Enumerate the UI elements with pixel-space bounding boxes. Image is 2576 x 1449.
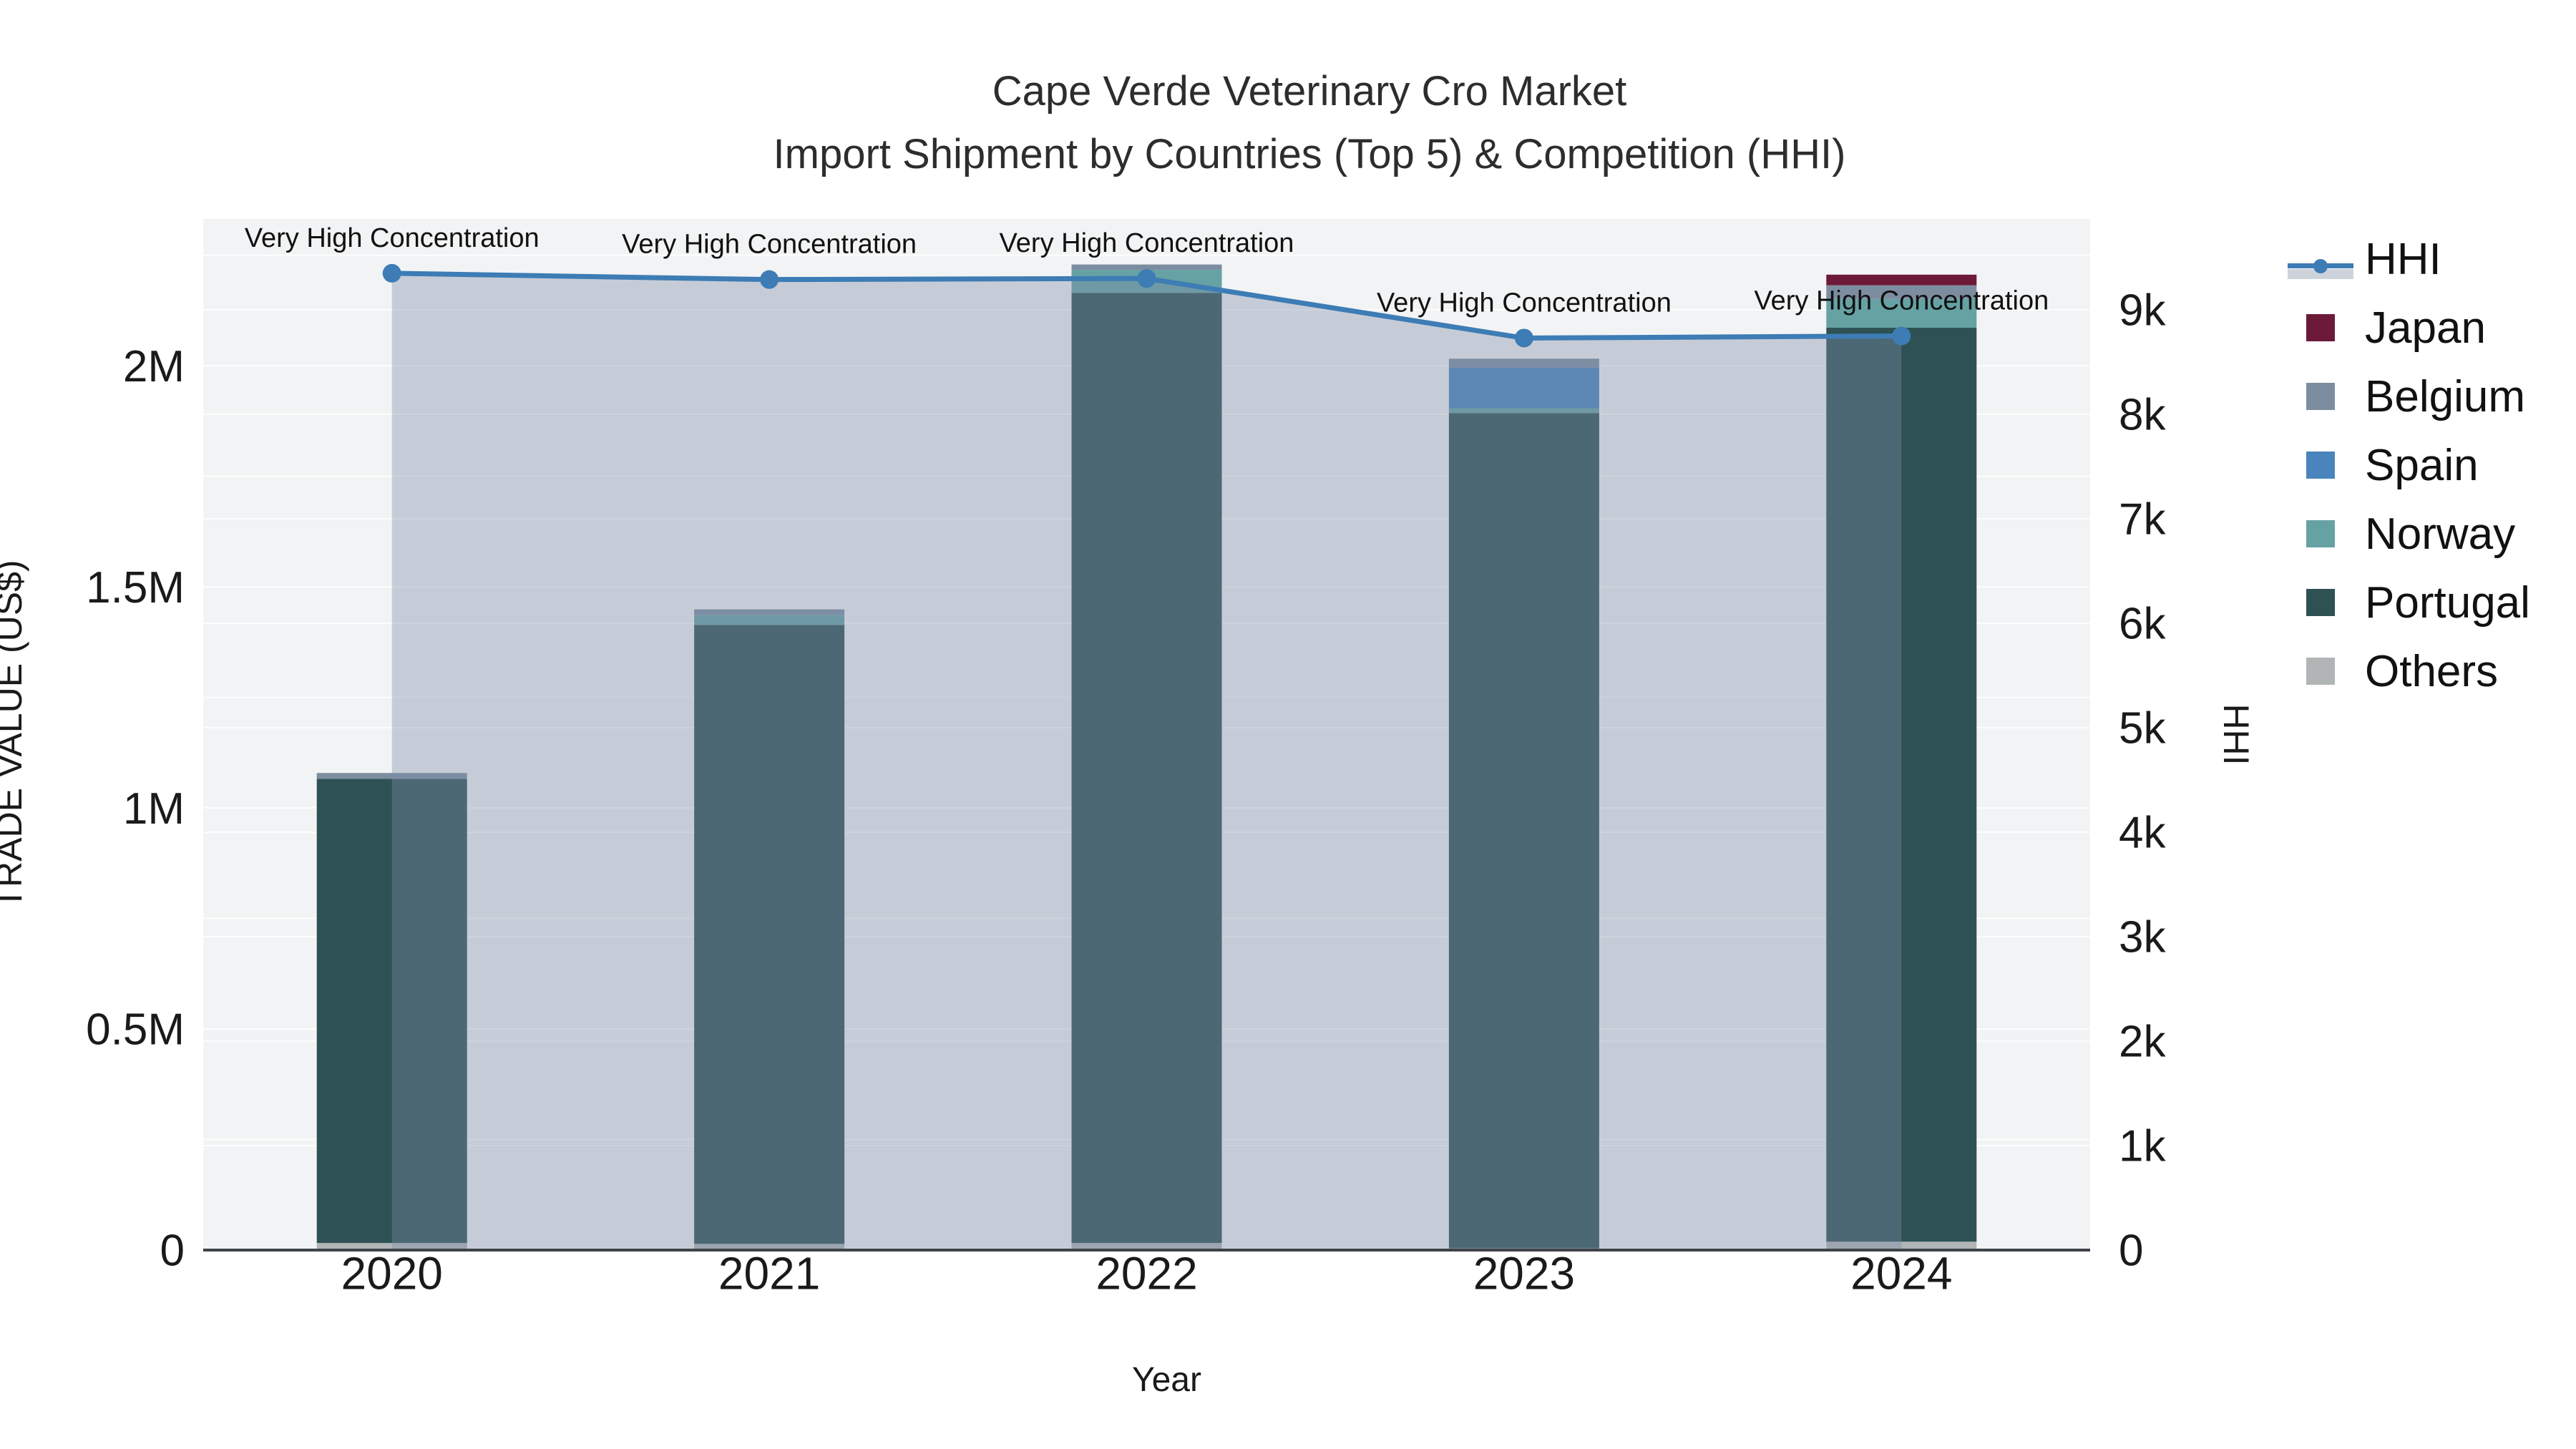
legend-label-others: Others — [2365, 646, 2499, 696]
hhi-marker-2022[interactable] — [1137, 269, 1156, 288]
y-left-axis-title: TRADE VALUE (US$) — [0, 560, 29, 909]
legend-swatch-icon — [2288, 511, 2353, 557]
bar-segment-belgium-2024[interactable] — [1826, 285, 1977, 299]
bar-segment-spain-2023[interactable] — [1448, 367, 1599, 409]
x-axis-title: Year — [1132, 1361, 1201, 1399]
bar-segment-belgium-2020[interactable] — [316, 773, 467, 779]
y-left-tick-label: 0.5M — [86, 1005, 185, 1055]
legend-label-japan: Japan — [2365, 303, 2486, 353]
legend-label-norway: Norway — [2365, 509, 2516, 559]
annotation-2023: Very High Concentration — [1377, 288, 1672, 318]
y-right-tick-label: 4k — [2119, 809, 2166, 858]
y-right-axis-title: HHI — [2216, 703, 2256, 765]
legend-item-spain[interactable]: Spain — [2288, 440, 2530, 490]
annotation-2021: Very High Concentration — [622, 230, 917, 260]
chart-title-line2: Import Shipment by Countries (Top 5) & C… — [773, 131, 1846, 177]
x-tick-label-2023: 2023 — [1473, 1247, 1575, 1299]
bar-segment-norway-2021[interactable] — [694, 615, 845, 625]
y-right-tick-label: 2k — [2119, 1018, 2166, 1067]
y-left-tick-label: 0 — [160, 1226, 185, 1276]
x-tick-label-2020: 2020 — [341, 1247, 443, 1299]
bar-segment-portugal-2020[interactable] — [316, 779, 467, 1244]
bar-segment-japan-2024[interactable] — [1826, 274, 1977, 286]
bar-segment-norway-2023[interactable] — [1448, 408, 1599, 414]
y-left-tick-label: 2M — [123, 342, 185, 391]
y-right-tick-label: 8k — [2119, 391, 2166, 440]
bar-segment-others-2022[interactable] — [1071, 1243, 1222, 1250]
hhi-marker-2020[interactable] — [382, 263, 401, 283]
legend-label-belgium: Belgium — [2365, 371, 2525, 421]
hhi-marker-2021[interactable] — [760, 270, 779, 289]
bar-segment-norway-2024[interactable] — [1826, 298, 1977, 328]
chart-title-line1: Cape Verde Veterinary Cro Market — [992, 68, 1627, 114]
y-right-tick-label: 1k — [2119, 1122, 2166, 1171]
y-right-tick-label: 3k — [2119, 913, 2166, 962]
y-left-tick-label: 1M — [123, 784, 185, 834]
legend-item-others[interactable]: Others — [2288, 646, 2530, 696]
bar-segment-portugal-2024[interactable] — [1826, 328, 1977, 1242]
legend-item-belgium[interactable]: Belgium — [2288, 371, 2530, 421]
bar-segment-belgium-2021[interactable] — [694, 609, 845, 615]
legend-item-norway[interactable]: Norway — [2288, 509, 2530, 559]
hhi-marker-2024[interactable] — [1892, 326, 1911, 346]
legend-swatch-icon — [2288, 374, 2353, 419]
legend-swatch-portugal — [2306, 589, 2335, 616]
legend-swatch-spain — [2306, 452, 2335, 479]
legend-swatch-belgium — [2306, 383, 2335, 410]
x-tick-label-2024: 2024 — [1850, 1247, 1952, 1299]
y-right-tick-label: 5k — [2119, 704, 2166, 753]
y-right-tick-label: 9k — [2119, 286, 2166, 336]
annotation-2024: Very High Concentration — [1754, 286, 2049, 316]
legend-label-hhi: HHI — [2365, 234, 2441, 284]
x-tick-label-2022: 2022 — [1096, 1247, 1197, 1299]
hhi-band — [2288, 269, 2353, 279]
legend-swatch-others — [2306, 658, 2335, 685]
legend-item-japan[interactable]: Japan — [2288, 303, 2530, 353]
y-right-tick-label: 6k — [2119, 600, 2166, 649]
legend-swatch-norway — [2306, 520, 2335, 547]
legend-swatch-icon — [2288, 648, 2353, 694]
bar-segment-others-2020[interactable] — [316, 1243, 467, 1250]
legend-label-spain: Spain — [2365, 440, 2479, 490]
legend-swatch-japan — [2306, 314, 2335, 341]
legend-item-hhi[interactable]: HHI — [2288, 234, 2530, 284]
bar-segment-portugal-2022[interactable] — [1071, 293, 1222, 1244]
annotation-2020: Very High Concentration — [245, 223, 540, 253]
hhi-line-icon — [2288, 236, 2353, 282]
bar-segment-portugal-2023[interactable] — [1448, 413, 1599, 1249]
bar-segment-others-2021[interactable] — [694, 1244, 845, 1250]
hhi-dot — [2313, 259, 2328, 273]
legend-swatch-icon — [2288, 442, 2353, 488]
hhi-marker-2023[interactable] — [1514, 328, 1533, 348]
legend: HHI Japan Belgium Spain Norway Portugal Others — [2288, 234, 2530, 696]
y-right-tick-label: 7k — [2119, 495, 2166, 545]
x-tick-label-2021: 2021 — [718, 1247, 820, 1299]
legend-swatch-icon — [2288, 580, 2353, 625]
legend-label-portugal: Portugal — [2365, 577, 2530, 628]
legend-item-portugal[interactable]: Portugal — [2288, 577, 2530, 628]
legend-swatch-icon — [2288, 305, 2353, 351]
chart-title: Cape Verde Veterinary Cro Market Import … — [21, 60, 2576, 186]
hhi-area-fill — [391, 273, 1902, 1250]
bar-segment-belgium-2022[interactable] — [1071, 264, 1222, 270]
y-left-tick-label: 1.5M — [86, 563, 185, 613]
y-right-tick-label: 0 — [2119, 1226, 2143, 1276]
bar-segment-portugal-2021[interactable] — [694, 625, 845, 1244]
annotation-2022: Very High Concentration — [1000, 228, 1294, 258]
bar-segment-belgium-2023[interactable] — [1448, 358, 1599, 368]
bar-segment-others-2024[interactable] — [1826, 1241, 1977, 1250]
